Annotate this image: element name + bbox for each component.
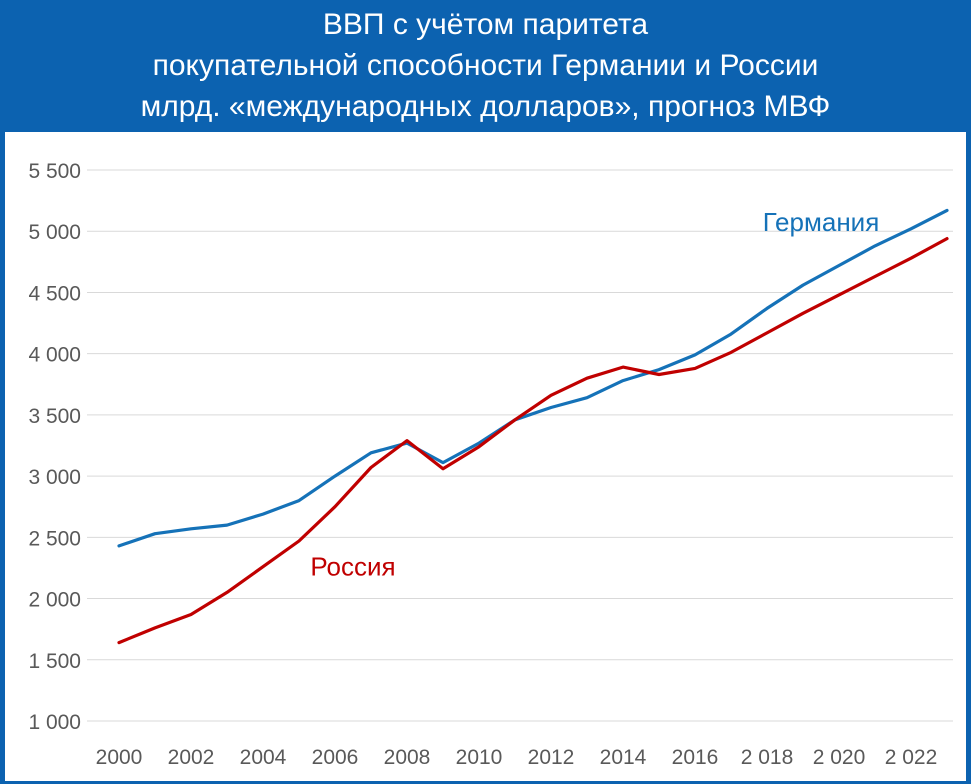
y-tick-label: 1 000 [28,711,81,734]
y-axis-tick-labels: 1 000 1 500 2 000 2 500 3 000 3 500 4 000 4 500… [28,160,81,734]
x-tick-label: 2012 [528,746,575,769]
title-line-3: млрд. «международных долларов», прогноз … [140,89,831,123]
chart-header: ВВП с учётом паритета покупательной спос… [0,0,971,130]
x-tick-label: 2 018 [741,746,794,769]
series-annotations: Германия Россия [310,207,879,581]
y-tick-label: 3 000 [28,466,81,489]
title-line-1: ВВП с учётом паритета [322,7,649,41]
series-label-russia: Россия [310,551,395,581]
series-line-germany [117,208,949,548]
gridlines [87,169,953,722]
gdp-line-chart: 1 000 1 500 2 000 2 500 3 000 3 500 4 000 4 500… [28,160,953,769]
x-tick-label: 2 022 [885,746,938,769]
y-tick-label: 2 000 [28,589,81,612]
series-line-russia [117,236,949,645]
y-tick-label: 1 500 [28,650,81,673]
y-tick-label: 5 000 [28,221,81,244]
x-tick-label: 2 020 [813,746,866,769]
series-lines [117,208,949,645]
y-tick-label: 2 500 [28,527,81,550]
x-tick-label: 2002 [168,746,215,769]
x-axis-tick-labels: 2000 2002 2004 2006 2008 2010 2012 2014 2016 2 01… [96,746,938,769]
chart-panel: 1 000 1 500 2 000 2 500 3 000 3 500 4 000 4 500… [5,132,966,781]
x-tick-label: 2008 [384,746,431,769]
x-tick-label: 2010 [456,746,503,769]
x-tick-label: 2000 [96,746,143,769]
x-tick-label: 2016 [672,746,719,769]
x-tick-label: 2004 [240,746,287,769]
x-tick-label: 2014 [600,746,647,769]
y-tick-label: 5 500 [28,160,81,183]
y-tick-label: 3 500 [28,405,81,428]
y-tick-label: 4 500 [28,282,81,305]
title-line-2: покупательной способности Германии и Рос… [152,48,819,82]
series-label-germany: Германия [763,207,880,237]
x-tick-label: 2006 [312,746,359,769]
y-tick-label: 4 000 [28,344,81,367]
